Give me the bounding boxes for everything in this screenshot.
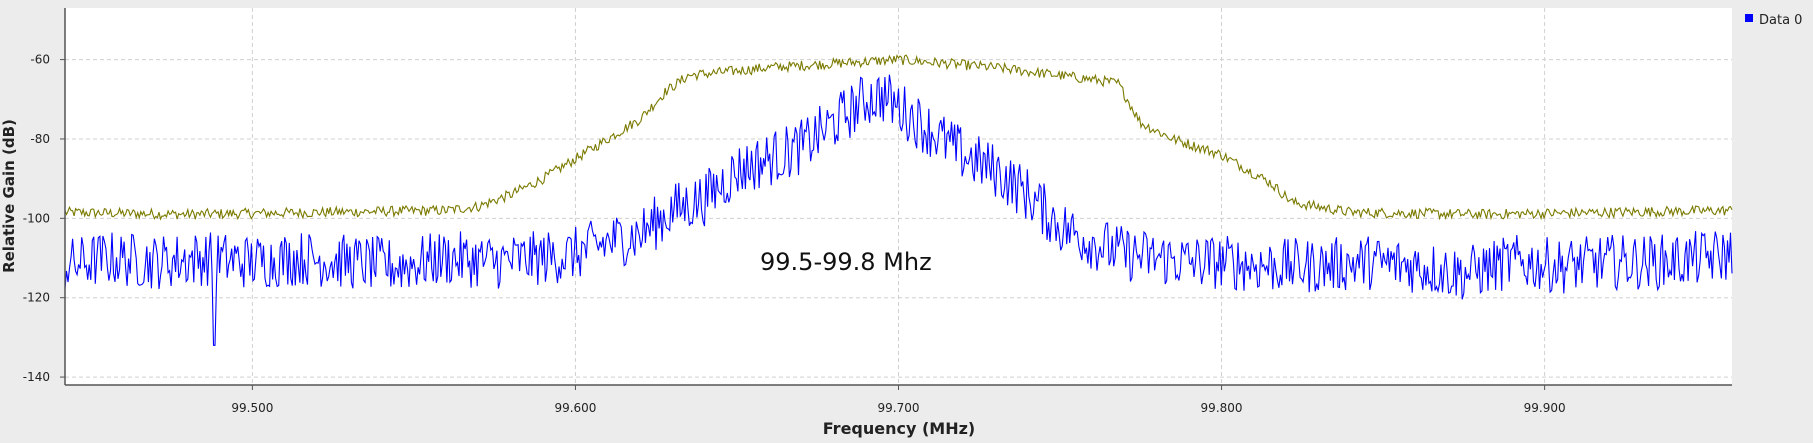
grid-layer	[65, 8, 1732, 385]
series-layer	[64, 54, 1733, 346]
y-tick-label: -100	[23, 211, 50, 225]
series-line-data-0	[64, 74, 1733, 346]
x-tick-label: 99.900	[1524, 401, 1566, 415]
y-tick-label: -60	[30, 53, 50, 67]
x-tick-label: 99.500	[231, 401, 273, 415]
x-tick-label: 99.800	[1201, 401, 1243, 415]
y-axis-title: Relative Gain (dB)	[0, 119, 18, 273]
x-tick-label: 99.600	[554, 401, 596, 415]
axes-layer: 99.500 99.600 99.700 99.800 99.900 -60 -80 -100…	[23, 8, 1732, 415]
legend-swatch	[1745, 14, 1753, 22]
x-axis-title: Frequency (MHz)	[823, 419, 975, 438]
legend: Data 0	[1745, 13, 1802, 28]
series-line-unnamed	[64, 54, 1733, 221]
y-tick-label: -120	[23, 291, 50, 305]
plot-area	[65, 8, 1732, 385]
frequency-range-annotation: 99.5-99.8 Mhz	[760, 248, 932, 276]
x-tick-label: 99.700	[878, 401, 920, 415]
y-tick-label: -140	[23, 370, 50, 384]
y-tick-label: -80	[30, 132, 50, 146]
legend-label: Data 0	[1759, 13, 1802, 28]
